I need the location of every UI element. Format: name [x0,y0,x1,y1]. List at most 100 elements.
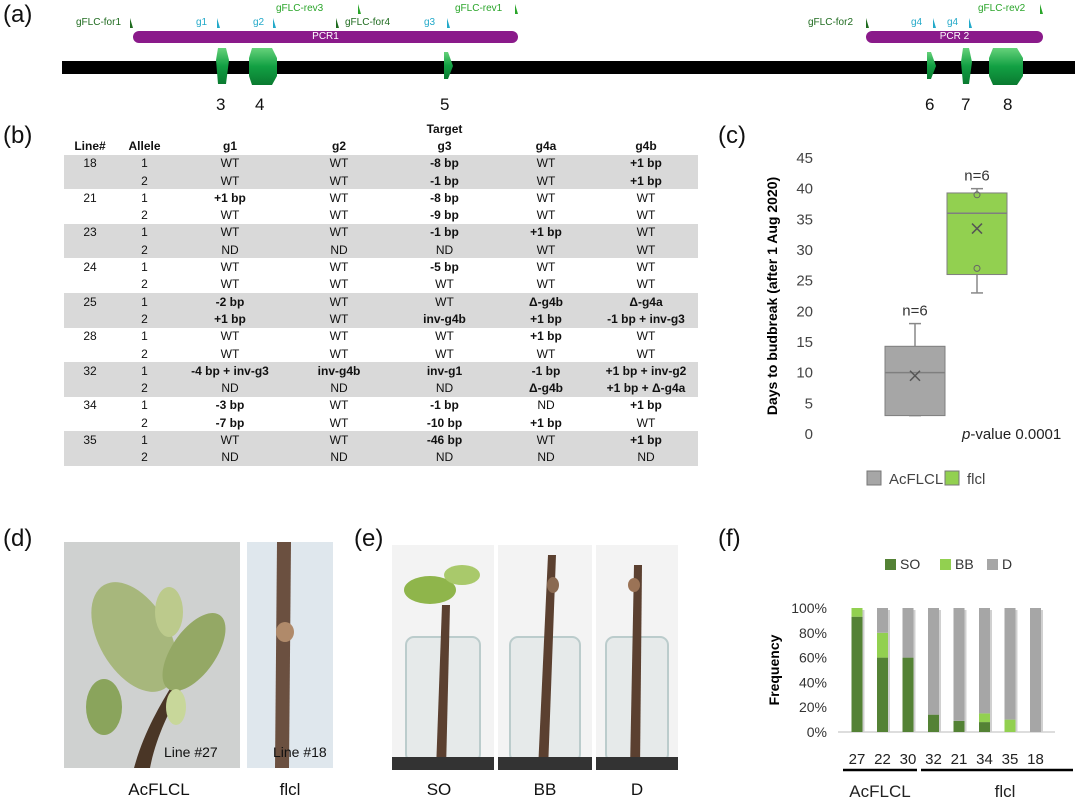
bar-segment-d [1030,608,1041,732]
table-row: 2 ND ND ND WT WT [64,241,698,259]
table-cell: WT [536,190,556,205]
table-cell: 1 [116,154,173,172]
bar-segment-bb [1004,719,1016,732]
table-cell [64,448,116,466]
table-cell: WT [287,292,391,311]
table-cell: WT [636,277,656,292]
table-cell: 35 [64,431,116,449]
y-tick-label: 0% [807,724,827,740]
table-cell: WT [435,346,454,361]
table-cell: WT [594,241,698,259]
legend-swatch [987,559,998,570]
table-cell: 2 [141,277,148,292]
table-cell: ND [498,448,594,466]
table-cell: WT [636,329,656,344]
table-cell: WT [636,190,656,205]
table-cell: WT [287,310,391,328]
table-cell: 2 [141,415,148,430]
box-acflcl: n=6 [884,303,946,417]
table-row: 25 1 -2 bp WT WT Δ-g4b Δ-g4a [64,292,698,311]
table-cell: WT [498,241,594,259]
table-cell: 1 [116,431,173,449]
y-tick-label: 20 [796,303,813,320]
bar-shadow [913,610,916,732]
table-header-cell: g2 [331,138,346,153]
table-cell: WT [287,431,391,449]
line-label: Line #27 [164,744,218,760]
boxplot-chart: Days to budbreak (after 1 Aug 2020) 0 5 10 1… [764,150,1061,488]
bar-shadow [862,610,865,732]
bar-shadow [1041,610,1043,732]
y-tick-label: 60% [799,650,827,666]
table-row: 2 +1 bp WT inv-g4b +1 bp -1 bp + inv-g3 [64,310,698,328]
table-cell: -7 bp [215,415,245,430]
table-cell [64,171,116,190]
table-cell: 2 [116,241,173,259]
y-tick-label: 5 [805,395,813,412]
exon-3 [216,48,229,84]
exons [216,48,1023,85]
y-tick-label: 35 [796,211,813,228]
table-cell: WT [329,190,349,205]
legend-swatch [944,470,960,486]
bar-segment-d [1004,608,1016,720]
table-cell: 32 [64,362,116,380]
x-tick-label: 30 [900,751,917,768]
primer-arrow [336,18,339,28]
x-tick-label: 22 [874,751,891,768]
bar-segment-so [877,657,888,732]
legend-label: SO [900,556,920,572]
table-cell: -8 bp [391,154,498,172]
table-cell: ND [173,448,287,466]
table-cell: WT [498,154,594,172]
p-value-italic: p [961,426,970,443]
box-iqr [946,192,1008,276]
table-cell: WT [329,398,349,413]
primer-label: g3 [424,17,436,28]
table-cell: 1 [116,292,173,311]
bar-segment-so [928,714,939,732]
data-point [973,264,981,272]
bar-segment-d [953,608,965,721]
cane-illustration [247,542,333,768]
primer-label: g1 [196,17,208,28]
table-target-label: Target [426,121,463,136]
caption-flcl: flcl [279,780,301,799]
table-cell: WT [636,260,656,275]
table-cell: +1 bp [530,329,562,344]
table-cell: 2 [116,448,173,466]
table-row: 28 1 WT WT WT +1 bp WT [64,328,698,345]
primer-label: gFLC-rev3 [276,3,324,14]
table-cell: 1 [141,398,148,413]
table-cell: WT [536,346,556,361]
table-cell [64,310,116,328]
legend-label: BB [955,556,974,572]
y-tick-label: 45 [796,150,813,167]
table-cell: ND [173,379,287,397]
x-tick-label: 27 [849,751,866,768]
table-cell: -46 bp [391,431,498,449]
bar-segment-d [928,608,939,715]
table-row: 2 WT WT WT WT WT [64,276,698,293]
table-cell: -10 bp [426,415,463,430]
box-iqr [884,345,946,417]
table-cell [64,414,116,431]
mean-marker [909,370,921,382]
table-cell: WT [329,415,349,430]
y-tick-label: 80% [799,625,827,641]
table-cell: WT [287,171,391,190]
primer-arrow [933,18,936,28]
exon-5 [444,52,453,79]
group-label: AcFLCL [849,782,910,801]
panel-label-c: (c) [718,122,746,149]
table-cell: +1 bp + Δ-g4a [594,379,698,397]
table-cell: WT [391,292,498,311]
primer-arrow [447,18,450,28]
table-cell: 1 [141,190,148,205]
table-cell [64,241,116,259]
legend-swatch [940,559,951,570]
table-cell: ND [537,398,555,413]
table-header-cell: Line# [74,138,106,153]
table-cell: ND [287,379,391,397]
table-header-cell: g4b [635,138,657,153]
